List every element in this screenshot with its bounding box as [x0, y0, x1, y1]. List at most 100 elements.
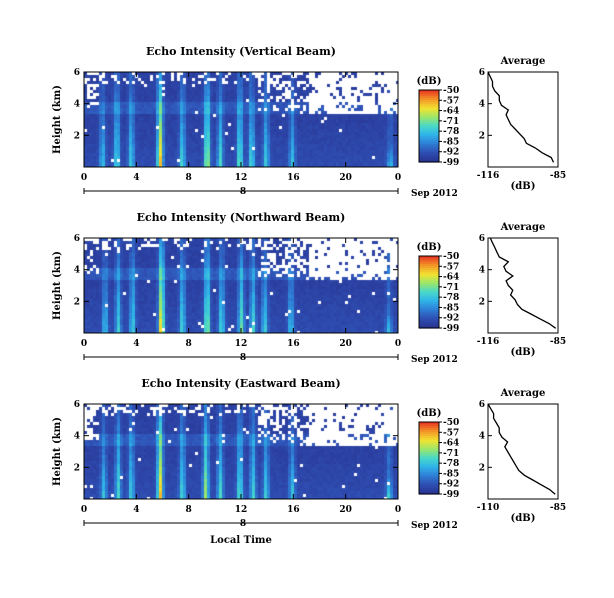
average-y-tick-label: 2	[479, 297, 485, 307]
colorbar-swatch	[419, 472, 439, 475]
y-tick-label: 2	[74, 463, 80, 473]
heatmap-image	[84, 72, 398, 167]
colorbar-swatch	[419, 268, 439, 271]
colorbar-swatch	[419, 108, 439, 111]
colorbar: (dB)-50-57-64-71-78-85-92-99	[417, 242, 460, 334]
colorbar-swatch	[419, 324, 439, 327]
colorbar-swatch	[419, 298, 439, 301]
y-axis-label: Height (km)	[52, 417, 63, 486]
colorbar-swatch	[419, 312, 439, 315]
date-label: Sep 2012	[411, 355, 458, 365]
panel-title: Echo Intensity (Vertical Beam)	[146, 45, 336, 58]
colorbar-tick-label: -78	[443, 293, 459, 303]
colorbar-swatch	[419, 90, 439, 93]
colorbar-swatch	[419, 128, 439, 131]
colorbar-swatch	[419, 438, 439, 441]
colorbar-frame	[418, 255, 440, 329]
colorbar-swatch	[419, 474, 439, 477]
y-axis-label: Height (km)	[52, 251, 63, 320]
colorbar-tick-label: -85	[443, 303, 459, 313]
colorbar-tick-label: -78	[443, 459, 459, 469]
colorbar-tick-label: -71	[443, 117, 459, 127]
panel-title: Echo Intensity (Eastward Beam)	[141, 377, 340, 390]
colorbar-swatch	[419, 152, 439, 155]
colorbar-swatch	[419, 270, 439, 273]
average-x-tick-label: -110	[477, 503, 500, 513]
colorbar-swatch	[419, 272, 439, 275]
colorbar-swatch	[419, 122, 439, 125]
colorbar-swatch	[419, 456, 439, 459]
panel-2: Echo Intensity (Northward Beam)0 4 8 12 16 20…	[52, 211, 566, 365]
colorbar-swatch	[419, 440, 439, 443]
x-tick-label: 12	[235, 339, 248, 349]
colorbar-swatch	[419, 436, 439, 439]
average-x-tick-label: -85	[550, 503, 566, 513]
colorbar-swatch	[419, 266, 439, 269]
y-axis-label: Height (km)	[52, 85, 63, 154]
average-title: Average	[500, 222, 546, 233]
colorbar-swatch	[419, 130, 439, 133]
colorbar-swatch	[419, 132, 439, 135]
x-tick-label: 16	[287, 173, 300, 183]
colorbar-swatch	[419, 262, 439, 265]
colorbar-swatch	[419, 100, 439, 103]
average-profile: Average 2 4 6 -110 -85 (dB)	[477, 388, 566, 524]
x-tick-label: 0	[395, 339, 401, 349]
average-x-label: (dB)	[511, 347, 536, 358]
x-tick-label: 20	[339, 505, 352, 515]
x-tick-label: 12	[235, 505, 248, 515]
colorbar-tick-label: -92	[443, 480, 459, 490]
average-y-tick-label: 4	[479, 100, 485, 110]
colorbar-title: (dB)	[417, 408, 442, 419]
colorbar-swatch	[419, 110, 439, 113]
colorbar-swatch	[419, 150, 439, 153]
average-x-label: (dB)	[511, 513, 536, 524]
colorbar-tick-label: -57	[443, 262, 459, 272]
colorbar-tick-label: -57	[443, 428, 459, 438]
colorbar-tick-label: -85	[443, 137, 459, 147]
colorbar-swatch	[419, 490, 439, 493]
average-y-tick-label: 6	[479, 68, 485, 78]
date-label: Sep 2012	[411, 189, 458, 199]
colorbar-swatch	[419, 450, 439, 453]
colorbar-swatch	[419, 278, 439, 281]
colorbar-tick-label: -57	[443, 96, 459, 106]
colorbar-swatch	[419, 476, 439, 479]
x-axis-label: Local Time	[210, 535, 272, 546]
colorbar-swatch	[419, 96, 439, 99]
colorbar-tick-label: -64	[443, 439, 459, 449]
colorbar-swatch	[419, 114, 439, 117]
average-x-tick-label: -116	[477, 337, 500, 347]
average-y-tick-label: 4	[479, 432, 485, 442]
average-frame	[487, 71, 559, 168]
y-tick-label: 4	[74, 266, 80, 276]
x-tick-label: 16	[287, 339, 300, 349]
colorbar-swatch	[419, 142, 439, 145]
colorbar-swatch	[419, 306, 439, 309]
colorbar-swatch	[419, 296, 439, 299]
colorbar-swatch	[419, 158, 439, 161]
colorbar-swatch	[419, 98, 439, 101]
average-y-tick-label: 6	[479, 400, 485, 410]
heatmap-image	[84, 238, 398, 333]
colorbar-swatch	[419, 112, 439, 115]
panel-3: Echo Intensity (Eastward Beam) 0 4 8 12 16 20 0…	[52, 377, 566, 546]
x-tick-label: 8	[186, 505, 192, 515]
colorbar-swatch	[419, 258, 439, 261]
colorbar-swatch	[419, 286, 439, 289]
x-tick-label: 0	[395, 173, 401, 183]
colorbar-swatch	[419, 154, 439, 157]
x-tick-label: 8	[186, 339, 192, 349]
colorbar-swatch	[419, 92, 439, 95]
colorbar-swatch	[419, 294, 439, 297]
colorbar-swatch	[419, 284, 439, 287]
x-tick-label: 20	[339, 339, 352, 349]
colorbar-swatch	[419, 282, 439, 285]
x-tick-label: 20	[339, 173, 352, 183]
colorbar-tick-label: -50	[443, 86, 459, 96]
x-tick-label: 4	[133, 505, 139, 515]
colorbar-swatch	[419, 452, 439, 455]
colorbar-swatch	[419, 428, 439, 431]
colorbar-swatch	[419, 454, 439, 457]
colorbar-tick-label: -71	[443, 449, 459, 459]
